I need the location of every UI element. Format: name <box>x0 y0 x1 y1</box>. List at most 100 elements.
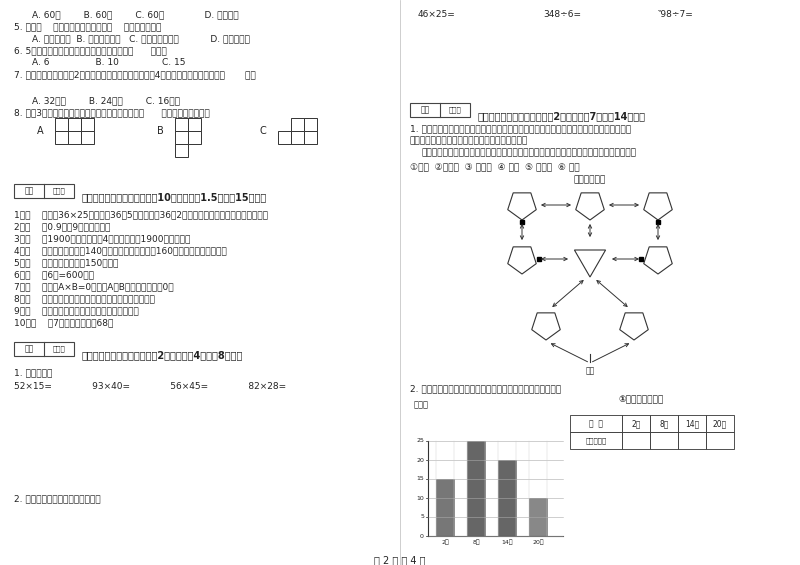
Text: 7．（    ）如果A×B=0，那么A和B中至少有一个是0。: 7．（ ）如果A×B=0，那么A和B中至少有一个是0。 <box>14 282 174 291</box>
Text: 15: 15 <box>416 476 424 481</box>
Text: 2．（    ）0.9里有9个十分之一。: 2．（ ）0.9里有9个十分之一。 <box>14 222 110 231</box>
Text: 5: 5 <box>420 515 424 519</box>
Bar <box>304 131 317 144</box>
Text: 52×15=              93×40=              56×45=              82×28=: 52×15= 93×40= 56×45= 82×28= <box>14 382 286 391</box>
Bar <box>55 118 68 131</box>
Bar <box>650 415 678 432</box>
Text: 20: 20 <box>416 458 424 463</box>
Text: 20时: 20时 <box>532 539 544 545</box>
Bar <box>291 131 304 144</box>
Text: 2时: 2时 <box>631 419 641 428</box>
Text: 评卷人: 评卷人 <box>53 188 66 194</box>
Text: 得分: 得分 <box>24 345 34 354</box>
Text: 8. 下列3个图形中，每个小正方形都一样大，那么（      ）图形的周长最长。: 8. 下列3个图形中，每个小正方形都一样大，那么（ ）图形的周长最长。 <box>14 108 210 117</box>
Bar <box>55 131 68 144</box>
Text: 评卷人: 评卷人 <box>53 346 66 353</box>
Text: 8时: 8时 <box>472 539 480 545</box>
Text: 20时: 20时 <box>713 419 727 428</box>
Polygon shape <box>508 247 536 274</box>
Bar <box>175 118 188 131</box>
Bar <box>68 131 81 144</box>
Text: 评卷人: 评卷人 <box>449 107 462 114</box>
Bar <box>436 479 454 536</box>
Text: 46×25=: 46×25= <box>418 10 456 19</box>
Text: ①根据统计图填表: ①根据统计图填表 <box>618 395 663 404</box>
Text: A. 32厘米        B. 24厘米        C. 16厘米: A. 32厘米 B. 24厘米 C. 16厘米 <box>32 96 180 105</box>
Bar <box>81 118 94 131</box>
Text: 三、仔细推敌，正确判断（冑10小题，每题1.5分，冑15分）。: 三、仔细推敌，正确判断（冑10小题，每题1.5分，冑15分）。 <box>82 192 267 202</box>
Bar <box>14 184 74 198</box>
Polygon shape <box>644 193 672 220</box>
Text: 五、认真思考，综合能力（共2小题，每题7分，冑14分）。: 五、认真思考，综合能力（共2小题，每题7分，冑14分）。 <box>478 111 646 121</box>
Bar <box>175 131 188 144</box>
Text: 动物园导游图: 动物园导游图 <box>574 175 606 184</box>
Polygon shape <box>620 313 648 340</box>
Text: A: A <box>37 126 43 136</box>
Polygon shape <box>644 247 672 274</box>
Text: 得分: 得分 <box>420 106 430 115</box>
Bar <box>706 415 734 432</box>
Text: 得分: 得分 <box>24 186 34 195</box>
Bar <box>188 131 201 144</box>
Text: 入口: 入口 <box>586 366 594 375</box>
Text: 348÷6=: 348÷6= <box>543 10 581 19</box>
Bar <box>622 415 650 432</box>
Text: 根据小强的描述，请你把这些动物场馆所在的位置，在动物园的导游图上用序号表示出来。: 根据小强的描述，请你把这些动物场馆所在的位置，在动物园的导游图上用序号表示出来。 <box>422 148 637 157</box>
Text: 0: 0 <box>420 533 424 538</box>
Text: 馆和鱼馆的场地分别在动物园的东北角和西北角。: 馆和鱼馆的场地分别在动物园的东北角和西北角。 <box>410 136 528 145</box>
Text: 8时: 8时 <box>659 419 669 428</box>
Text: 1. 走进动物园大门，正北面是狮子山和熊猫馆，狮子山的东侧是飞禽馆，西侧是猴园，大象: 1. 走进动物园大门，正北面是狮子山和熊猫馆，狮子山的东侧是飞禽馆，西侧是猴园，… <box>410 124 631 133</box>
Text: C: C <box>260 126 266 136</box>
Text: 四、看清题目，细心计算（共2小题，每题4分，共8分）。: 四、看清题目，细心计算（共2小题，每题4分，共8分）。 <box>82 350 243 360</box>
Text: A. 6                B. 10               C. 15: A. 6 B. 10 C. 15 <box>32 58 186 67</box>
Text: 1．（    ）计刷36×25时，先抄36和5相乘，再抄36和2相乘，最后把两次乘积的结果相加。: 1．（ ）计刷36×25时，先抄36和5相乘，再抄36和2相乘，最后把两次乘积的… <box>14 210 268 219</box>
Bar <box>68 118 81 131</box>
Text: 3．（    ）1900年的年份数是4的倍数，所以1900年是闰年。: 3．（ ）1900年的年份数是4的倍数，所以1900年是闰年。 <box>14 234 190 243</box>
Text: 6. 5名同学打乒乓球，每两人打一场，共要打（      ）场。: 6. 5名同学打乒乓球，每两人打一场，共要打（ ）场。 <box>14 46 166 55</box>
Text: 2. 下面是气温自测仪上记录的某天四个不同时间的气温情况：: 2. 下面是气温自测仪上记录的某天四个不同时间的气温情况： <box>410 384 561 393</box>
Bar <box>304 118 317 131</box>
Bar <box>678 432 706 449</box>
Text: 第 2 页 共 4 页: 第 2 页 共 4 页 <box>374 555 426 565</box>
Text: 14时: 14时 <box>501 539 513 545</box>
Polygon shape <box>574 250 606 277</box>
Bar <box>188 118 201 131</box>
Text: 9．（    ）长方形的周长就是它四条边长度的和。: 9．（ ）长方形的周长就是它四条边长度的和。 <box>14 306 138 315</box>
Text: 10: 10 <box>416 496 424 501</box>
Text: 5. 明天（    ）会下雨，今天下午我（    ）逅遍全世界。: 5. 明天（ ）会下雨，今天下午我（ ）逅遍全世界。 <box>14 22 162 31</box>
Bar <box>706 432 734 449</box>
Bar <box>410 103 470 117</box>
Polygon shape <box>532 313 560 340</box>
Bar <box>570 415 622 432</box>
Bar <box>498 460 516 536</box>
Text: 10．（    ）7个节相加的和是68。: 10．（ ）7个节相加的和是68。 <box>14 318 114 327</box>
Text: B: B <box>157 126 163 136</box>
Text: ‶98÷7=: ‶98÷7= <box>658 10 694 19</box>
Text: 2. 列竖式计算。（带余的要验算）: 2. 列竖式计算。（带余的要验算） <box>14 494 101 503</box>
Polygon shape <box>576 193 604 220</box>
Polygon shape <box>508 193 536 220</box>
Text: 8．（    ）所有的大月都是单月，所有的小月都是双月。: 8．（ ）所有的大月都是单月，所有的小月都是双月。 <box>14 294 155 303</box>
Text: 时  间: 时 间 <box>589 419 603 428</box>
Bar <box>81 131 94 144</box>
Bar <box>650 432 678 449</box>
Text: 1. 竖式计算。: 1. 竖式计算。 <box>14 368 52 377</box>
Bar <box>529 498 547 536</box>
Text: ①狮山  ②熊猫馆  ③ 飞禽馆  ④ 猴园  ⑤ 大象馆  ⑥ 鱼馆: ①狮山 ②熊猫馆 ③ 飞禽馆 ④ 猴园 ⑤ 大象馆 ⑥ 鱼馆 <box>410 162 580 171</box>
Text: 7. 一个正方形的边长是2厘米，现在将边长扩大到原来的4倍，现在正方形的周长是（       ）。: 7. 一个正方形的边长是2厘米，现在将边长扩大到原来的4倍，现在正方形的周长是（… <box>14 70 256 79</box>
Bar <box>467 441 485 536</box>
Text: 5．（    ）一本故事书约重150千克。: 5．（ ）一本故事书约重150千克。 <box>14 258 118 267</box>
Text: 6．（    ）6分=600秒。: 6．（ ）6分=600秒。 <box>14 270 94 279</box>
Text: 气温（度）: 气温（度） <box>586 437 606 444</box>
Text: A. 一定，可能  B. 可能，不可能   C. 不可能，不可能           D. 可能，可能: A. 一定，可能 B. 可能，不可能 C. 不可能，不可能 D. 可能，可能 <box>32 34 250 43</box>
Bar <box>678 415 706 432</box>
Bar <box>291 118 304 131</box>
Text: 4．（    ）一条河平均水深140厘米，一匹小马身高是160厘米，它肯定能芒过。: 4．（ ）一条河平均水深140厘米，一匹小马身高是160厘米，它肯定能芒过。 <box>14 246 226 255</box>
Text: 14时: 14时 <box>685 419 699 428</box>
Text: 2时: 2时 <box>441 539 449 545</box>
Bar <box>14 342 74 356</box>
Text: 25: 25 <box>416 438 424 444</box>
Text: （度）: （度） <box>414 400 429 409</box>
Bar <box>278 131 291 144</box>
Bar <box>622 432 650 449</box>
